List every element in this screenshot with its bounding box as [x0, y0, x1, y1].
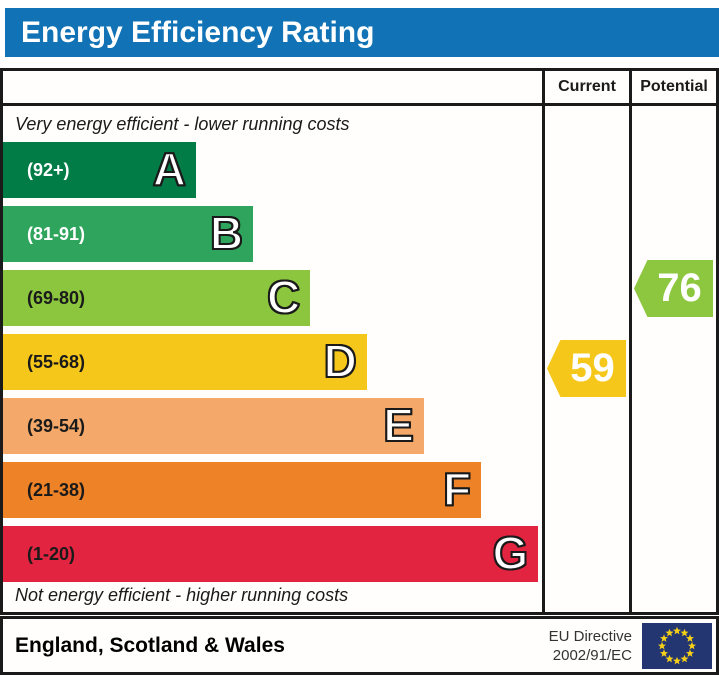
potential-indicator: 76	[634, 260, 713, 317]
band-range: (55-68)	[27, 351, 86, 372]
band-letter: G	[491, 527, 529, 580]
chart-header-row: Current Potential	[3, 71, 716, 106]
band-letter: A	[152, 143, 187, 196]
current-column-header: Current	[542, 71, 629, 103]
band-range: (21-38)	[27, 479, 86, 500]
band-g: (1-20) G	[3, 526, 539, 582]
current-indicator: 59	[547, 340, 626, 397]
band-letter: D	[323, 335, 358, 388]
chart-body: Very energy efficient - lower running co…	[3, 106, 716, 612]
band-chart-area: Very energy efficient - lower running co…	[3, 106, 542, 612]
band-letter: C	[266, 271, 301, 324]
current-value: 59	[570, 346, 615, 390]
page-title: Energy Efficiency Rating	[21, 15, 375, 49]
epc-chart: Current Potential Very energy efficient …	[0, 68, 719, 615]
header-spacer	[3, 71, 542, 103]
band-d: (55-68) D	[3, 334, 367, 390]
potential-column-header: Potential	[629, 71, 716, 103]
band-range: (39-54)	[27, 415, 86, 436]
bottom-note: Not energy efficient - higher running co…	[15, 585, 349, 605]
band-c: (69-80) C	[3, 270, 311, 326]
band-range: (1-20)	[27, 543, 76, 564]
band-a: (92+) A	[3, 142, 196, 198]
region-label: England, Scotland & Wales	[15, 633, 285, 657]
band-b: (81-91) B	[3, 206, 254, 262]
band-letter: F	[442, 463, 472, 516]
band-range: (92+)	[27, 159, 70, 180]
band-letter: E	[382, 399, 415, 452]
band-f: (21-38) F	[3, 462, 482, 518]
band-letter: B	[209, 207, 244, 260]
potential-value: 76	[657, 266, 702, 310]
footer: England, Scotland & Wales EU Directive 2…	[0, 616, 719, 675]
band-e: (39-54) E	[3, 398, 424, 454]
eu-directive-line1: EU Directive	[548, 627, 632, 645]
title-bar: Energy Efficiency Rating	[5, 8, 719, 57]
current-column: 59	[542, 106, 629, 612]
eu-directive-block: EU Directive 2002/91/EC	[549, 622, 716, 669]
band-range: (81-91)	[27, 223, 86, 244]
eu-directive-text: EU Directive 2002/91/EC	[549, 627, 632, 665]
eu-directive-line2: 2002/91/EC	[552, 646, 632, 664]
potential-column: 76	[629, 106, 716, 612]
top-note: Very energy efficient - lower running co…	[15, 114, 350, 134]
band-range: (69-80)	[27, 287, 86, 308]
eu-flag-icon	[642, 622, 712, 669]
